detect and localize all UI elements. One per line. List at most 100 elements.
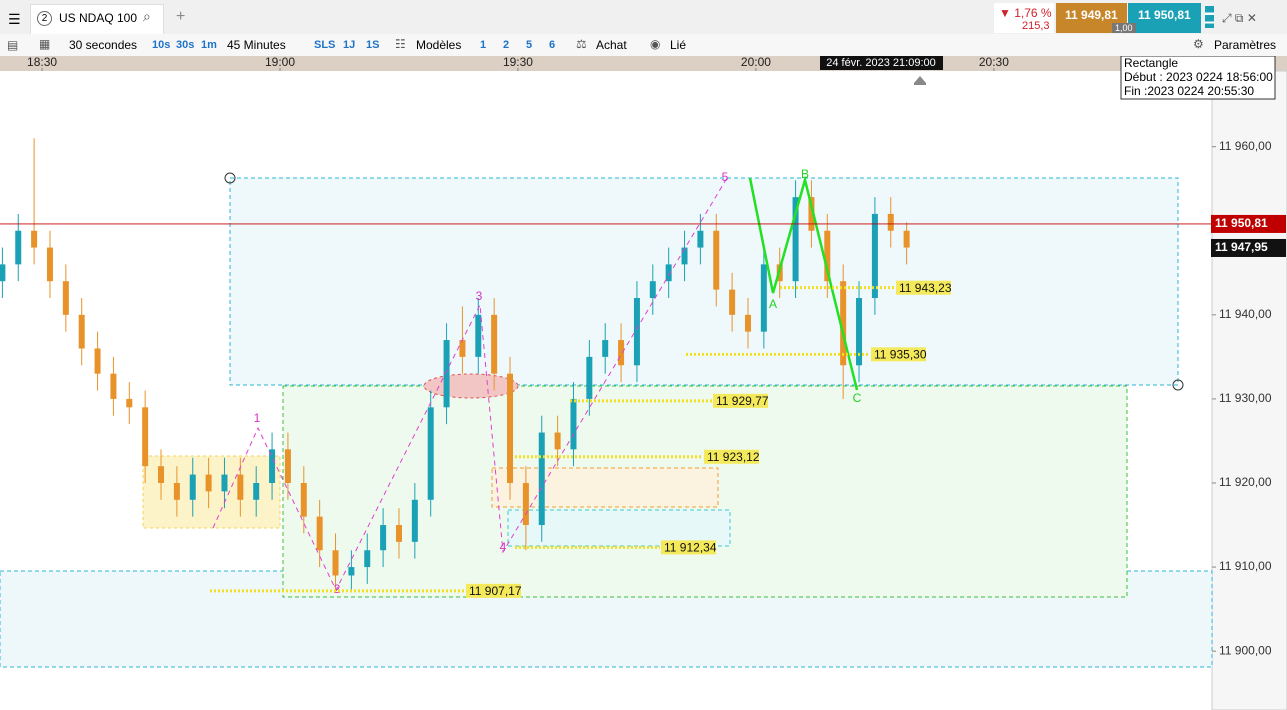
list-icon[interactable]: ▤ bbox=[7, 38, 19, 52]
quick-interval[interactable]: 10s bbox=[152, 39, 171, 51]
candle-body bbox=[681, 247, 688, 265]
settings[interactable]: Paramètres bbox=[1214, 38, 1277, 52]
level-label: 11 929,77 bbox=[716, 394, 769, 408]
candle-body bbox=[633, 298, 640, 366]
search-icon[interactable]: ⌕ bbox=[143, 8, 151, 24]
linked[interactable]: Lié bbox=[670, 38, 687, 52]
info-title: Rectangle bbox=[1124, 56, 1178, 70]
candle-body bbox=[142, 407, 149, 467]
info-box bbox=[1120, 56, 1276, 100]
candle-body bbox=[602, 340, 609, 357]
candle-body bbox=[332, 550, 339, 576]
info-start: Début : 2023 0224 18:56:00 bbox=[1124, 70, 1273, 84]
candle-body bbox=[792, 197, 799, 282]
ask-box[interactable] bbox=[1128, 3, 1201, 33]
level-label-box bbox=[466, 583, 521, 598]
candle-body bbox=[713, 230, 720, 290]
cursor-time: 24 févr. 2023 21:09:00 bbox=[826, 57, 935, 69]
candle-body bbox=[697, 230, 704, 248]
panel-icon[interactable] bbox=[1205, 6, 1214, 28]
level-label: 11 943,23 bbox=[899, 281, 952, 295]
candle-body bbox=[316, 516, 323, 551]
candle-body bbox=[237, 474, 244, 500]
bid-price: 11 949,81 bbox=[1065, 8, 1118, 22]
candle-body bbox=[253, 482, 260, 500]
candle-body bbox=[475, 314, 482, 357]
wave-label: 4 bbox=[500, 540, 507, 554]
x-tick-label: 19:30 bbox=[503, 56, 533, 69]
rectangle-zone bbox=[229, 177, 1179, 386]
layout-count[interactable]: 5 bbox=[526, 39, 533, 51]
level-label-box bbox=[896, 280, 951, 295]
range[interactable]: 1J bbox=[343, 39, 356, 51]
ellipse-zone bbox=[423, 373, 519, 399]
abc-label: B bbox=[801, 167, 809, 181]
spread: 1,00 bbox=[1112, 23, 1136, 33]
layout-count[interactable]: 2 bbox=[503, 39, 510, 51]
candle-body bbox=[903, 230, 910, 248]
templates[interactable]: Modèles bbox=[416, 38, 462, 52]
range[interactable]: 1S bbox=[366, 39, 380, 51]
price-label-box bbox=[1211, 238, 1286, 257]
level-label: 11 907,17 bbox=[469, 584, 522, 598]
info-end: Fin :2023 0224 20:55:30 bbox=[1124, 84, 1254, 98]
cursor-time-box bbox=[820, 56, 943, 70]
period[interactable]: 45 Minutes bbox=[227, 38, 286, 52]
buy[interactable]: Achat bbox=[596, 38, 627, 52]
rectangle-zone bbox=[507, 509, 731, 547]
candle-body bbox=[744, 314, 751, 332]
candle-body bbox=[380, 525, 387, 551]
wave-label: 5 bbox=[722, 170, 729, 184]
y-tick-label: 11 910,00 bbox=[1219, 559, 1272, 573]
candle-body bbox=[522, 482, 529, 526]
candle-body bbox=[284, 449, 291, 483]
candle-body bbox=[618, 340, 625, 366]
buy-icon[interactable]: ⚖ bbox=[576, 37, 587, 51]
layout-count[interactable]: 6 bbox=[549, 39, 556, 51]
link-icon[interactable]: ◉ bbox=[650, 37, 661, 51]
candle-body bbox=[586, 356, 593, 399]
quick-interval[interactable]: 1m bbox=[201, 39, 217, 51]
handle[interactable] bbox=[224, 172, 236, 184]
y-tick-label: 11 900,00 bbox=[1219, 643, 1272, 657]
x-tick-label: 19:00 bbox=[265, 56, 295, 69]
window-icons[interactable]: ⤢ ⧉ ✕ bbox=[1222, 11, 1257, 25]
candle-body bbox=[269, 449, 276, 483]
templates-icon[interactable]: ☷ bbox=[395, 37, 406, 51]
abc-line bbox=[748, 175, 859, 391]
x-tick-label: 20:00 bbox=[741, 56, 771, 69]
candle-body bbox=[459, 340, 466, 357]
change-box bbox=[994, 3, 1054, 33]
level-label-box bbox=[713, 393, 768, 408]
candle-body bbox=[411, 499, 418, 542]
candle-body bbox=[729, 289, 736, 315]
wave-label: 3 bbox=[476, 289, 483, 303]
settings-icon[interactable]: ⚙ bbox=[1193, 37, 1204, 51]
wave-label: 1 bbox=[254, 411, 261, 425]
handle[interactable] bbox=[1172, 379, 1184, 391]
candle-body bbox=[221, 474, 228, 492]
candle-body bbox=[15, 230, 22, 265]
interval[interactable]: 30 secondes bbox=[69, 38, 138, 52]
symbol-tab[interactable] bbox=[30, 4, 164, 35]
candle-body bbox=[808, 197, 815, 231]
menu-button[interactable]: ☰ bbox=[8, 11, 21, 27]
level-label: 11 912,34 bbox=[664, 541, 717, 555]
x-tick-label: 18:30 bbox=[27, 56, 57, 69]
level-label: 11 923,12 bbox=[707, 450, 760, 464]
layout-icon[interactable]: ▦ bbox=[39, 37, 51, 51]
y-tick-label: 11 930,00 bbox=[1219, 391, 1272, 405]
candle-body bbox=[443, 340, 450, 408]
candle-body bbox=[205, 474, 212, 492]
candle-body bbox=[0, 264, 6, 282]
range[interactable]: SLS bbox=[314, 39, 336, 51]
add-tab[interactable]: + bbox=[176, 8, 186, 25]
layout-count[interactable]: 1 bbox=[480, 39, 487, 51]
cursor-marker bbox=[914, 76, 926, 85]
level-label-box bbox=[704, 449, 759, 464]
level-label-box bbox=[871, 347, 926, 362]
change-value: 215,3 bbox=[1022, 20, 1050, 32]
x-tick-label: 20:30 bbox=[979, 56, 1009, 69]
quick-interval[interactable]: 30s bbox=[176, 39, 195, 51]
